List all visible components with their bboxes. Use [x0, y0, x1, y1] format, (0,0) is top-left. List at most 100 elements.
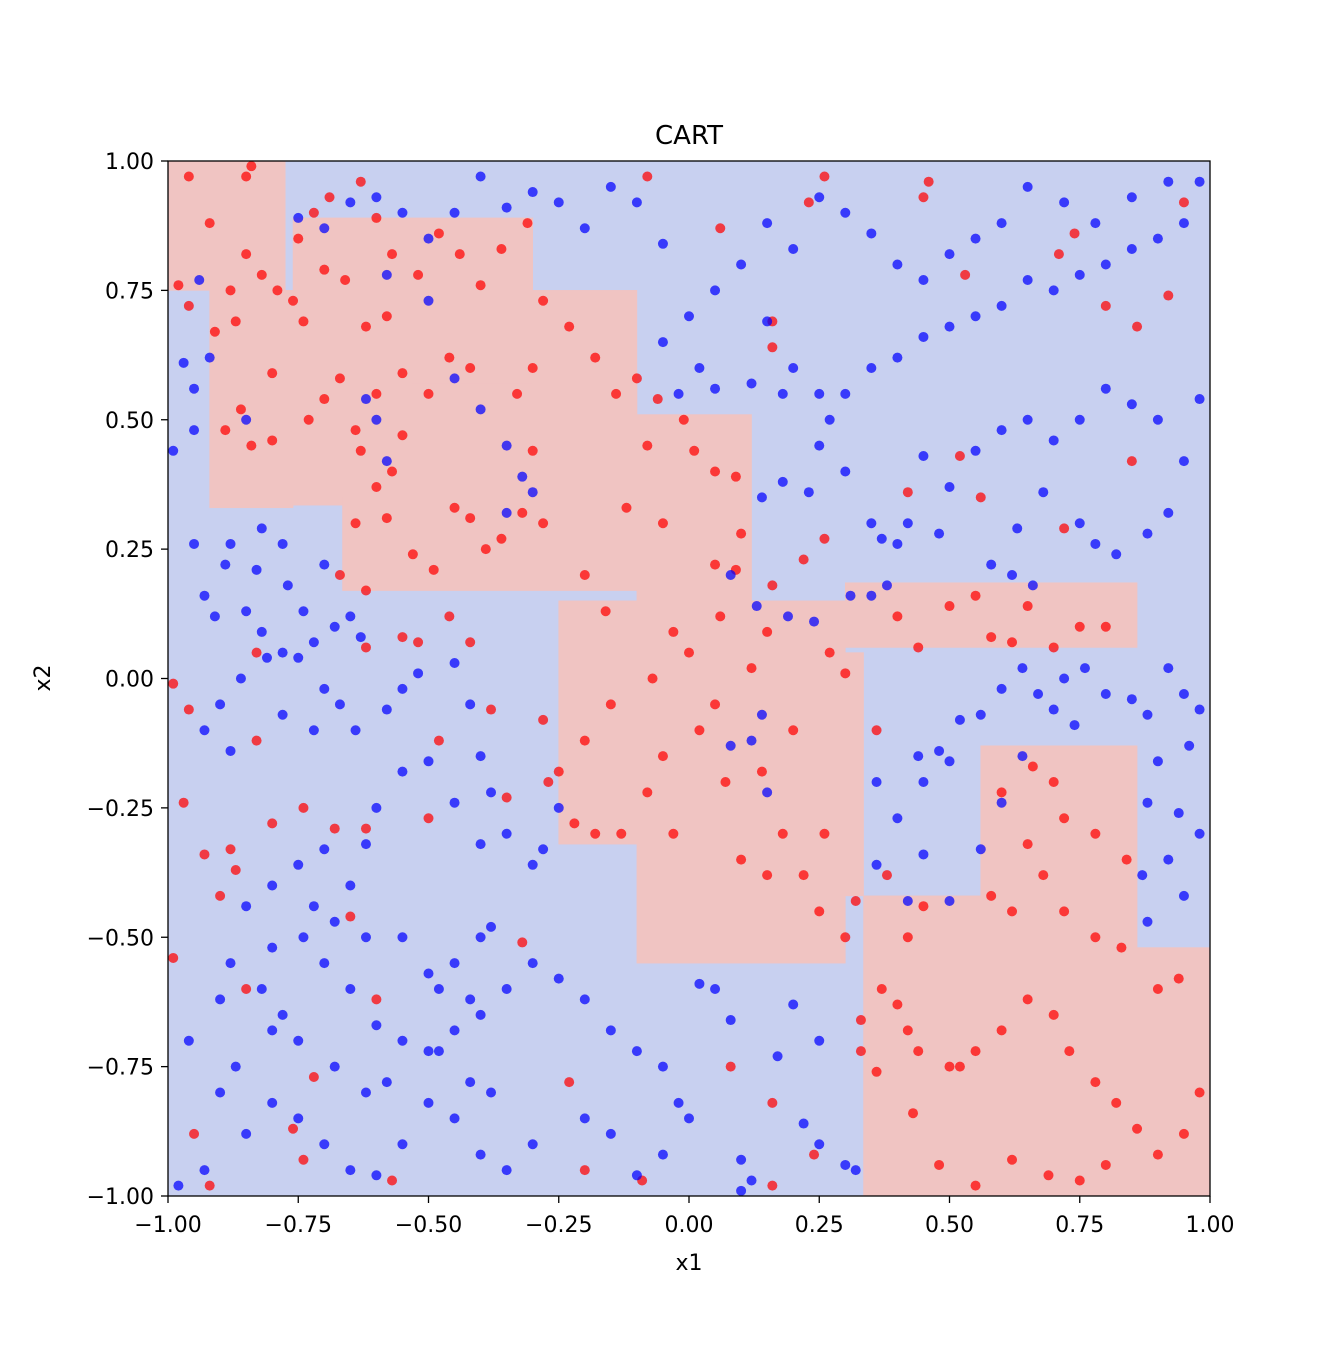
point-blue	[293, 1113, 304, 1124]
point-blue	[840, 207, 851, 218]
point-red	[913, 642, 924, 653]
point-red	[428, 564, 439, 575]
point-red	[267, 818, 278, 829]
point-red	[694, 725, 705, 736]
point-red	[293, 233, 304, 244]
point-blue	[975, 844, 986, 855]
point-blue	[1090, 218, 1101, 229]
point-blue	[996, 683, 1007, 694]
point-blue	[319, 958, 330, 969]
point-blue	[996, 300, 1007, 311]
point-red	[1116, 942, 1127, 953]
point-blue	[814, 1035, 825, 1046]
point-red	[902, 1025, 913, 1036]
point-blue	[866, 228, 877, 239]
point-blue	[371, 192, 382, 203]
point-red	[840, 668, 851, 679]
point-blue	[1100, 259, 1111, 270]
point-blue	[762, 218, 773, 229]
point-blue	[465, 699, 476, 710]
point-red	[564, 1077, 575, 1088]
point-blue	[782, 611, 793, 622]
point-red	[387, 249, 398, 260]
point-blue	[1126, 192, 1137, 203]
point-blue	[475, 1149, 486, 1160]
point-blue	[725, 1015, 736, 1026]
point-blue	[381, 704, 392, 715]
point-blue	[996, 425, 1007, 436]
point-blue	[944, 321, 955, 332]
chart-title: CART	[655, 121, 723, 151]
point-red	[819, 828, 830, 839]
point-red	[1100, 1159, 1111, 1170]
point-red	[788, 725, 799, 736]
point-red	[1048, 1009, 1059, 1020]
point-red	[996, 787, 1007, 798]
point-red	[892, 999, 903, 1010]
point-red	[1059, 523, 1070, 534]
point-red	[975, 492, 986, 503]
point-red	[319, 264, 330, 275]
point-blue	[871, 859, 882, 870]
point-red	[715, 611, 726, 622]
point-red	[871, 725, 882, 736]
point-blue	[251, 564, 262, 575]
point-blue	[397, 683, 408, 694]
point-red	[1007, 906, 1018, 917]
region-red	[209, 290, 294, 509]
point-blue	[329, 1061, 340, 1072]
point-blue	[710, 984, 721, 994]
point-red	[892, 611, 903, 622]
point-blue	[657, 337, 668, 348]
point-blue	[345, 984, 356, 994]
point-blue	[527, 859, 538, 870]
point-blue	[178, 357, 189, 368]
point-red	[360, 585, 371, 596]
point-red	[579, 570, 590, 580]
point-red	[684, 647, 694, 658]
point-blue	[293, 859, 304, 870]
point-blue	[293, 652, 304, 663]
point-red	[183, 300, 194, 311]
point-red	[631, 373, 642, 384]
point-blue	[199, 725, 210, 736]
point-red	[246, 161, 257, 172]
point-red	[944, 1061, 955, 1072]
point-blue	[433, 1046, 444, 1057]
point-blue	[840, 1159, 851, 1170]
point-blue	[746, 378, 757, 389]
point-red	[251, 735, 262, 746]
point-blue	[1048, 435, 1059, 446]
point-red	[381, 311, 392, 322]
point-red	[230, 316, 241, 327]
point-blue	[996, 797, 1007, 808]
point-blue	[308, 725, 319, 736]
point-red	[579, 1165, 590, 1176]
point-blue	[501, 828, 512, 839]
point-red	[736, 854, 747, 865]
point-red	[1007, 1154, 1018, 1165]
point-red	[215, 890, 226, 901]
point-blue	[371, 1170, 382, 1181]
point-blue	[772, 1051, 783, 1062]
point-red	[1100, 300, 1111, 311]
point-red	[756, 766, 767, 777]
point-red	[767, 342, 778, 353]
point-blue	[553, 802, 564, 813]
point-blue	[397, 932, 408, 943]
point-blue	[845, 590, 856, 601]
point-red	[397, 632, 408, 643]
point-blue	[1038, 487, 1049, 498]
point-blue	[1178, 218, 1189, 229]
point-red	[256, 269, 267, 280]
point-red	[809, 1149, 820, 1160]
point-red	[454, 249, 465, 260]
point-blue	[631, 1170, 642, 1181]
point-blue	[631, 1046, 642, 1057]
point-blue	[1022, 181, 1033, 192]
point-red	[710, 466, 721, 477]
point-blue	[527, 487, 538, 498]
point-blue	[1142, 528, 1153, 539]
point-blue	[710, 383, 721, 394]
region-red	[751, 600, 846, 964]
